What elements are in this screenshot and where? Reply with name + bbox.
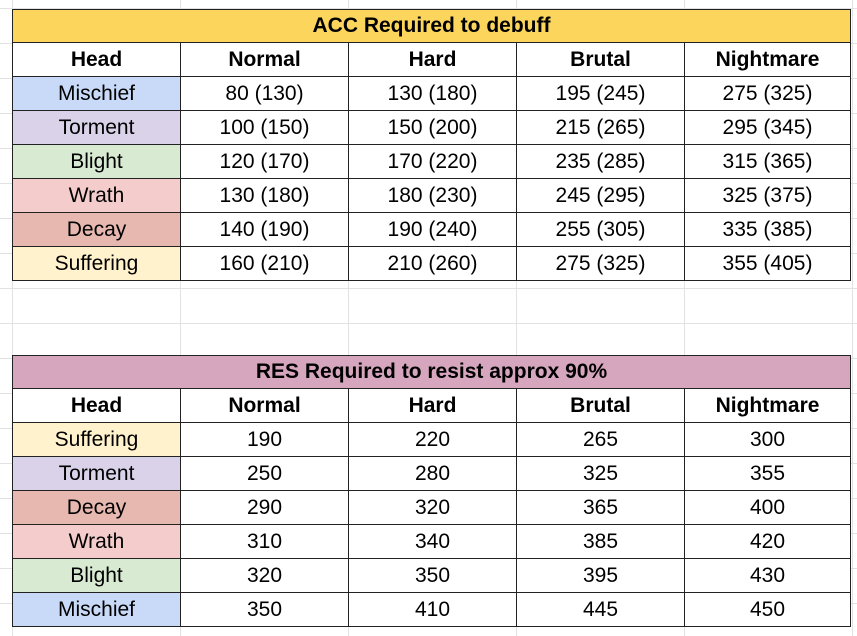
- res-required-table: RES Required to resist approx 90% Head Nor…: [11, 355, 852, 627]
- value-cell[interactable]: 80 (130): [180, 76, 349, 111]
- head-name-cell[interactable]: Suffering: [12, 422, 181, 457]
- value-cell[interactable]: 190 (240): [348, 212, 517, 247]
- value-cell[interactable]: 325 (375): [684, 178, 851, 213]
- value-cell[interactable]: 220: [348, 422, 517, 457]
- value-cell[interactable]: 320: [180, 558, 349, 593]
- value-cell[interactable]: 340: [348, 524, 517, 559]
- value-cell[interactable]: 250: [180, 456, 349, 491]
- head-name-cell[interactable]: Blight: [12, 558, 181, 593]
- column-header[interactable]: Brutal: [516, 42, 685, 77]
- value-cell[interactable]: 265: [516, 422, 685, 457]
- value-cell[interactable]: 235 (285): [516, 144, 685, 179]
- head-name-cell[interactable]: Torment: [12, 456, 181, 491]
- table-title-row: ACC Required to debuff: [12, 9, 851, 43]
- head-name-cell[interactable]: Decay: [12, 490, 181, 525]
- table-row: Suffering 160 (210) 210 (260) 275 (325) 355 …: [12, 246, 851, 281]
- table-row: Wrath 310 340 385 420: [12, 524, 852, 559]
- table-row: Blight 320 350 395 430: [12, 558, 852, 593]
- value-cell[interactable]: 150 (200): [348, 110, 517, 145]
- head-name-cell[interactable]: Blight: [12, 144, 181, 179]
- table-row: Mischief 80 (130) 130 (180) 195 (245) 275 (3…: [12, 76, 851, 111]
- value-cell[interactable]: 450: [683, 592, 852, 627]
- value-cell[interactable]: 295 (345): [684, 110, 851, 145]
- table-title[interactable]: ACC Required to debuff: [12, 9, 851, 43]
- value-cell[interactable]: 355 (405): [684, 246, 851, 281]
- value-cell[interactable]: 215 (265): [516, 110, 685, 145]
- acc-table-body: ACC Required to debuff Head Normal Hard Brut…: [12, 9, 851, 281]
- value-cell[interactable]: 355: [683, 456, 852, 491]
- value-cell[interactable]: 100 (150): [180, 110, 349, 145]
- table-row: Torment 100 (150) 150 (200) 215 (265) 295 (3…: [12, 110, 851, 145]
- value-cell[interactable]: 350: [348, 558, 517, 593]
- value-cell[interactable]: 255 (305): [516, 212, 685, 247]
- value-cell[interactable]: 325: [516, 456, 685, 491]
- table-row: Wrath 130 (180) 180 (230) 245 (295) 325 (375…: [12, 178, 851, 213]
- table-row: Blight 120 (170) 170 (220) 235 (285) 315 (36…: [12, 144, 851, 179]
- table-header-row: Head Normal Hard Brutal Nightmare: [12, 388, 852, 423]
- value-cell[interactable]: 290: [180, 490, 349, 525]
- table-row: Decay 290 320 365 400: [12, 490, 852, 525]
- head-name-cell[interactable]: Wrath: [12, 524, 181, 559]
- value-cell[interactable]: 190: [180, 422, 349, 457]
- column-header[interactable]: Head: [12, 42, 181, 77]
- value-cell[interactable]: 400: [683, 490, 852, 525]
- column-header[interactable]: Normal: [180, 42, 349, 77]
- column-header[interactable]: Hard: [348, 388, 517, 423]
- table-row: Torment 250 280 325 355: [12, 456, 852, 491]
- value-cell[interactable]: 275 (325): [516, 246, 685, 281]
- value-cell[interactable]: 320: [348, 490, 517, 525]
- column-header[interactable]: Head: [12, 388, 181, 423]
- value-cell[interactable]: 130 (180): [180, 178, 349, 213]
- value-cell[interactable]: 335 (385): [684, 212, 851, 247]
- value-cell[interactable]: 445: [516, 592, 685, 627]
- value-cell[interactable]: 350: [180, 592, 349, 627]
- head-name-cell[interactable]: Mischief: [12, 76, 181, 111]
- head-name-cell[interactable]: Decay: [12, 212, 181, 247]
- head-name-cell[interactable]: Wrath: [12, 178, 181, 213]
- value-cell[interactable]: 130 (180): [348, 76, 517, 111]
- value-cell[interactable]: 195 (245): [516, 76, 685, 111]
- value-cell[interactable]: 120 (170): [180, 144, 349, 179]
- value-cell[interactable]: 315 (365): [684, 144, 851, 179]
- value-cell[interactable]: 420: [683, 524, 852, 559]
- value-cell[interactable]: 280: [348, 456, 517, 491]
- acc-required-table: ACC Required to debuff Head Normal Hard Brut…: [12, 9, 851, 281]
- value-cell[interactable]: 275 (325): [684, 76, 851, 111]
- table-row: Mischief 350 410 445 450: [12, 592, 852, 627]
- column-header[interactable]: Normal: [180, 388, 349, 423]
- column-header[interactable]: Brutal: [516, 388, 685, 423]
- value-cell[interactable]: 410: [348, 592, 517, 627]
- table-title-row: RES Required to resist approx 90%: [11, 355, 852, 389]
- value-cell[interactable]: 300: [683, 422, 852, 457]
- column-header[interactable]: Nightmare: [684, 42, 851, 77]
- res-table-body: RES Required to resist approx 90% Head Nor…: [11, 355, 852, 627]
- value-cell[interactable]: 310: [180, 524, 349, 559]
- value-cell[interactable]: 180 (230): [348, 178, 517, 213]
- value-cell[interactable]: 385: [516, 524, 685, 559]
- column-header[interactable]: Nightmare: [683, 388, 852, 423]
- value-cell[interactable]: 170 (220): [348, 144, 517, 179]
- value-cell[interactable]: 245 (295): [516, 178, 685, 213]
- head-name-cell[interactable]: Mischief: [12, 592, 181, 627]
- table-title[interactable]: RES Required to resist approx 90%: [11, 355, 852, 389]
- value-cell[interactable]: 160 (210): [180, 246, 349, 281]
- value-cell[interactable]: 395: [516, 558, 685, 593]
- value-cell[interactable]: 365: [516, 490, 685, 525]
- value-cell[interactable]: 140 (190): [180, 212, 349, 247]
- table-header-row: Head Normal Hard Brutal Nightmare: [12, 42, 851, 77]
- column-header[interactable]: Hard: [348, 42, 517, 77]
- table-row: Decay 140 (190) 190 (240) 255 (305) 335 (385…: [12, 212, 851, 247]
- value-cell[interactable]: 430: [683, 558, 852, 593]
- head-name-cell[interactable]: Torment: [12, 110, 181, 145]
- value-cell[interactable]: 210 (260): [348, 246, 517, 281]
- head-name-cell[interactable]: Suffering: [12, 246, 181, 281]
- table-row: Suffering 190 220 265 300: [12, 422, 852, 457]
